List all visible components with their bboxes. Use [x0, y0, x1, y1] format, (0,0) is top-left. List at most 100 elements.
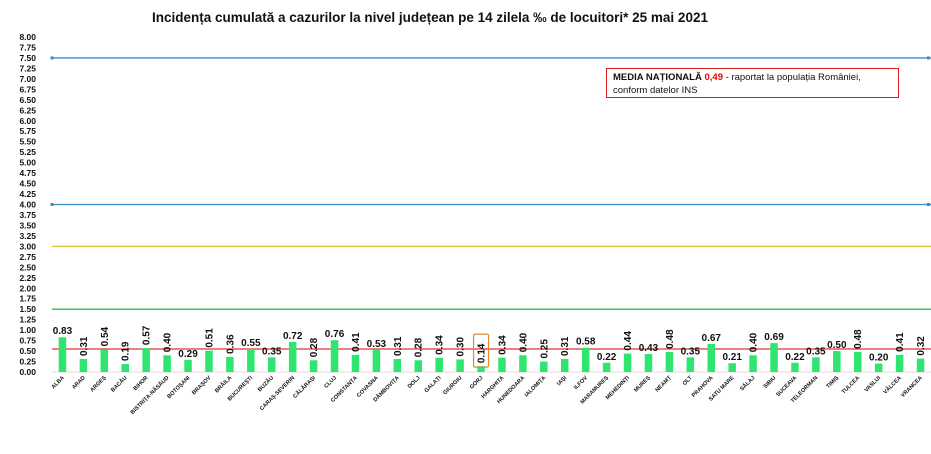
data-label: 0.36: [225, 334, 236, 354]
data-label: 0.72: [283, 331, 303, 342]
data-label: 0.48: [853, 329, 864, 349]
note-text-2: conform datelor INS: [613, 85, 698, 96]
data-label: 0.41: [895, 332, 906, 352]
bar: [268, 357, 276, 372]
bar: [833, 351, 841, 372]
data-label: 0.58: [576, 337, 596, 348]
y-tick-label: 7.75: [19, 42, 36, 52]
data-label: 0.22: [785, 352, 805, 363]
bar: [205, 350, 213, 372]
data-label: 0.32: [916, 336, 927, 356]
bar: [247, 348, 255, 372]
y-tick-label: 4.25: [19, 189, 36, 199]
category-label: ALBA: [51, 375, 66, 390]
data-label: 0.50: [827, 340, 847, 351]
bar: [812, 357, 820, 372]
bar: [435, 357, 443, 372]
y-tick-label: 7.00: [19, 74, 36, 84]
y-tick-label: 3.25: [19, 231, 36, 241]
data-label: 0.31: [393, 336, 404, 356]
y-tick-label: 4.00: [19, 200, 36, 210]
data-label: 0.55: [241, 338, 261, 349]
category-label: IAȘI: [556, 375, 568, 387]
national-average-note: MEDIA NAȚIONALĂ 0,49 - raportat la popul…: [606, 68, 899, 98]
category-label: SIBIU: [763, 375, 778, 390]
data-label: 0.25: [539, 339, 550, 359]
data-label: 0.31: [79, 336, 90, 356]
category-label: TULCEA: [841, 375, 861, 395]
data-label: 0.43: [639, 343, 659, 354]
category-label: BUZĂU: [256, 374, 275, 393]
bar: [330, 340, 339, 372]
category-label: MUREȘ: [633, 375, 652, 394]
reference-line-marker: [927, 203, 930, 206]
data-label: 0.35: [681, 346, 701, 357]
bar: [602, 362, 611, 372]
category-label: ARAD: [71, 375, 87, 391]
category-label: OLT: [682, 375, 694, 387]
data-label: 0.30: [456, 337, 467, 357]
data-label: 0.40: [518, 332, 529, 352]
y-tick-label: 1.50: [19, 304, 36, 314]
bar: [309, 360, 318, 372]
data-label: 0.31: [560, 336, 571, 356]
category-label: BIHOR: [133, 375, 150, 392]
bar: [414, 360, 422, 372]
y-tick-label: 5.00: [19, 158, 36, 168]
bar: [519, 355, 527, 372]
bar: [288, 341, 297, 372]
y-tick-label: 5.50: [19, 137, 36, 147]
category-label: GIURGIU: [442, 375, 463, 396]
y-tick-label: 6.75: [19, 84, 36, 94]
bar: [121, 364, 129, 372]
data-label: 0.22: [597, 352, 617, 363]
y-tick-label: 6.00: [19, 116, 36, 126]
data-label: 0.40: [163, 332, 174, 352]
bar: [749, 355, 757, 372]
y-tick-label: 3.75: [19, 210, 36, 220]
bar: [895, 354, 904, 372]
note-dash: -: [722, 72, 732, 83]
reference-line-marker: [927, 56, 930, 60]
data-label: 0.20: [869, 353, 889, 364]
y-tick-label: 0.75: [19, 336, 36, 346]
highlight-box: [472, 333, 490, 368]
y-tick-label: 2.75: [19, 252, 36, 262]
data-label: 0.35: [262, 346, 282, 357]
y-tick-label: 5.25: [19, 147, 36, 157]
category-label: DOLJ: [407, 375, 422, 390]
category-label: CLUJ: [323, 375, 338, 390]
data-label: 0.53: [367, 339, 387, 350]
category-label: TIMIȘ: [825, 375, 840, 390]
y-tick-label: 1.00: [19, 325, 36, 335]
data-label: 0.21: [722, 352, 742, 363]
note-heading: MEDIA NAȚIONALĂ: [613, 72, 702, 83]
data-label: 0.28: [309, 337, 320, 357]
bar: [372, 349, 381, 372]
bar: [728, 363, 736, 372]
data-label: 0.57: [142, 325, 153, 345]
y-tick-label: 3.50: [19, 220, 36, 230]
bar: [623, 353, 632, 372]
data-label: 0.83: [53, 326, 73, 337]
y-tick-label: 3.00: [19, 241, 36, 251]
bar: [916, 358, 925, 372]
y-tick-label: 6.50: [19, 95, 36, 105]
bar: [351, 354, 360, 372]
data-label: 0.29: [178, 349, 198, 360]
category-label: BRĂILA: [213, 374, 233, 394]
reference-line-marker: [50, 56, 54, 60]
bar: [770, 343, 778, 372]
category-label: ARGEȘ: [89, 375, 107, 393]
y-tick-label: 1.75: [19, 294, 36, 304]
data-label: 0.28: [414, 337, 425, 357]
category-label: NEAMȚ: [654, 375, 673, 394]
data-label: 0.51: [204, 328, 215, 348]
bar: [393, 359, 402, 372]
y-tick-label: 0.50: [19, 346, 36, 356]
bar: [477, 366, 485, 372]
bar: [665, 351, 674, 372]
data-label: 0.54: [100, 326, 111, 346]
